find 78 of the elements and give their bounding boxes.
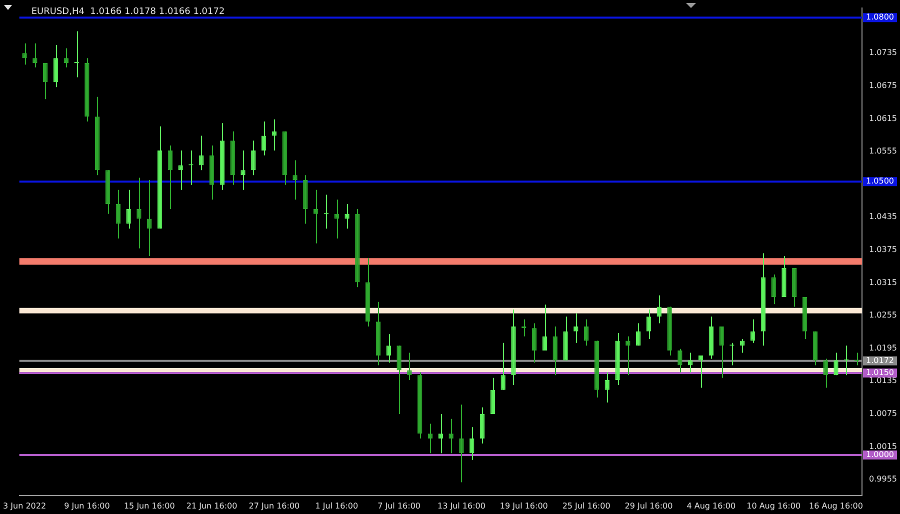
candlestick: [834, 352, 838, 376]
candlestick: [344, 204, 350, 230]
chart-title: EURUSD,H4 1.0166 1.0178 1.0166 1.0172: [31, 7, 225, 18]
candlestick: [532, 322, 537, 364]
candlestick: [407, 352, 412, 381]
candlestick: [386, 334, 391, 364]
candlestick: [500, 342, 506, 390]
y-tick-label: 1.0075: [869, 409, 898, 418]
y-tick-label: 1.0315: [869, 278, 898, 287]
x-tick-label: 16 Aug 16:00: [809, 501, 863, 510]
candlestick: [313, 189, 318, 244]
x-tick-label: 15 Jun 16:00: [124, 501, 175, 510]
candlestick: [459, 404, 464, 483]
candlestick: [428, 423, 433, 454]
candlestick: [480, 406, 485, 444]
candlestick: [574, 312, 578, 344]
candlestick: [626, 336, 630, 376]
candlestick: [292, 160, 298, 200]
candlestick: [32, 42, 38, 68]
x-tick-label: 7 Jul 16:00: [378, 501, 420, 510]
y-tick-label: 1.0735: [869, 48, 898, 58]
candlestick: [490, 377, 496, 414]
ref-line-label: 1.0500: [866, 176, 894, 186]
y-tick-label: 1.0675: [869, 81, 898, 90]
candlestick: [168, 145, 173, 210]
y-tick-label: 1.0435: [869, 212, 898, 222]
candlestick: [53, 44, 58, 88]
x-tick-label: 29 Jul 16:00: [624, 501, 673, 510]
x-tick-label: 4 Aug 16:00: [686, 501, 736, 510]
x-tick-label: 21 Jun 16:00: [186, 501, 238, 510]
y-tick-label: 1.0555: [869, 146, 898, 156]
candlestick: [552, 326, 558, 376]
candlestick: [740, 338, 745, 354]
candlestick: [261, 121, 266, 156]
candlestick: [64, 48, 68, 68]
candlestick: [678, 348, 682, 373]
ref-line-label: 1.0800: [866, 12, 894, 22]
candlestick: [136, 177, 142, 249]
candlestick: [396, 345, 402, 414]
x-tick-label: 27 Jun 16:00: [248, 501, 300, 510]
x-tick-label: 3 Jun 2022: [3, 501, 46, 510]
ref-line-label: 1.0000: [866, 450, 894, 460]
y-tick-label: 1.0615: [869, 114, 898, 123]
candlestick: [126, 189, 131, 230]
candlestick: [116, 189, 120, 239]
candlestick: [646, 309, 652, 340]
candlestick: [698, 354, 704, 388]
candlestick: [251, 140, 256, 176]
candlestick: [771, 274, 776, 305]
x-tick-label: 1 Jul 16:00: [315, 501, 358, 510]
candlestick: [438, 413, 444, 454]
x-tick-label: 25 Jul 16:00: [562, 501, 610, 510]
x-tick-label: 13 Jul 16:00: [437, 501, 486, 510]
candlestick: [470, 426, 474, 460]
y-tick-label: 1.0195: [869, 343, 898, 352]
candlestick: [636, 322, 641, 346]
y-tick-label: 1.0255: [869, 310, 898, 320]
ref-line-label: 1.0150: [866, 368, 894, 378]
candlestick: [22, 42, 27, 66]
candlestick: [448, 418, 454, 454]
candlestick: [542, 304, 548, 352]
candlestick: [584, 318, 589, 346]
x-tick-label: 9 Jun 16:00: [64, 501, 110, 510]
y-tick-label: 1.0375: [869, 245, 898, 254]
candlestick: [240, 150, 246, 190]
y-tick-label: 1.0015: [869, 442, 898, 451]
candlestick: [688, 352, 693, 373]
candlestick: [334, 199, 339, 239]
ref-line-label: 1.0172: [866, 356, 894, 366]
candlestick: [719, 326, 724, 378]
candlestick: [604, 372, 610, 403]
candlestick: [823, 358, 828, 388]
x-tick-label: 19 Jul 16:00: [500, 501, 548, 510]
candlestick: [178, 150, 183, 190]
y-tick-label: 0.9955: [869, 474, 898, 484]
candlestick: [42, 62, 48, 100]
candlestick: [750, 318, 756, 344]
x-tick-label: 10 Aug 16:00: [746, 501, 801, 510]
